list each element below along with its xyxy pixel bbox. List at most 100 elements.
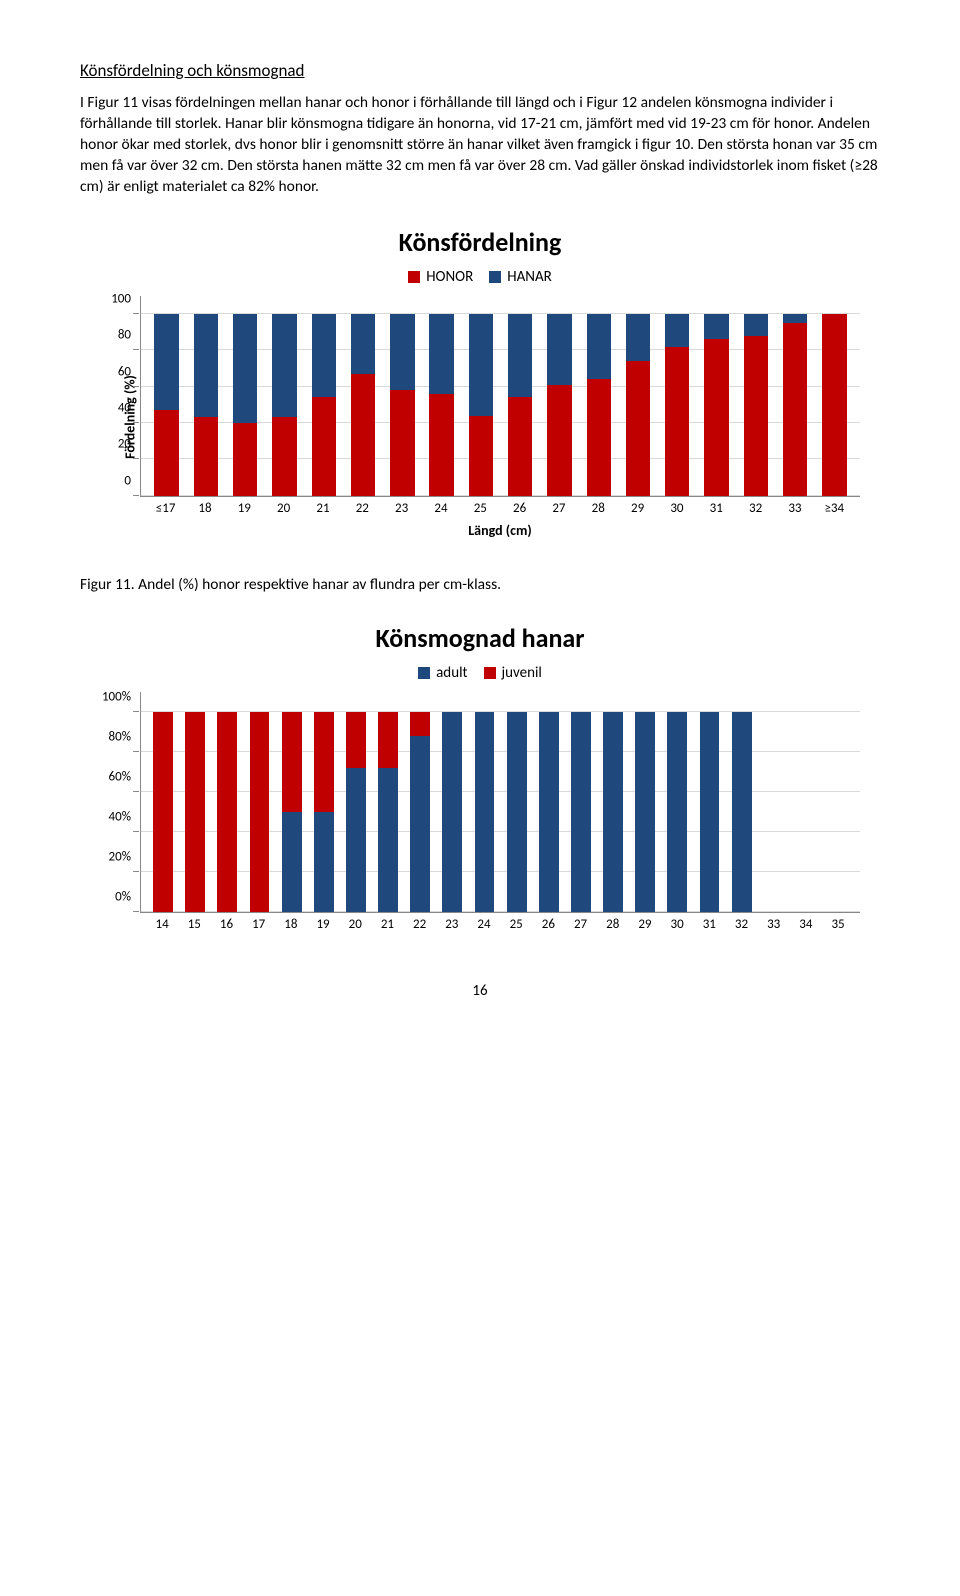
stacked-bar: [508, 314, 532, 496]
x-tick-label: 22: [343, 501, 382, 516]
bar-column: [179, 692, 211, 912]
legend-item: adult: [418, 664, 467, 682]
segment-juvenil: [185, 712, 205, 912]
chart1-title: Könsfördelning: [80, 226, 880, 258]
x-tick-label: 28: [579, 501, 618, 516]
x-tick-label: 30: [657, 501, 696, 516]
segment-hanar: [233, 314, 257, 423]
x-tick-label: 18: [185, 501, 224, 516]
figure-11-caption: Figur 11. Andel (%) honor respektive han…: [80, 575, 880, 594]
bar-column: [693, 692, 725, 912]
segment-adult: [282, 812, 302, 912]
bar-column: [226, 296, 265, 496]
segment-adult: [571, 712, 591, 912]
segment-hanar: [665, 314, 689, 347]
y-tick-label: 60: [118, 364, 141, 379]
segment-juvenil: [314, 712, 334, 812]
bar-column: [629, 692, 661, 912]
stacked-bar: [744, 314, 768, 496]
stacked-bar: [233, 314, 257, 496]
segment-adult: [667, 712, 687, 912]
stacked-bar: [390, 314, 414, 496]
bar-column: [243, 692, 275, 912]
stacked-bar: [571, 712, 591, 912]
y-tick-label: 40: [118, 400, 141, 415]
chart1-plot: 020406080100: [140, 296, 860, 497]
y-tick-label: 80: [118, 328, 141, 343]
y-tick: [133, 751, 139, 752]
bar-column: [540, 296, 579, 496]
x-tick-label: 17: [243, 917, 275, 932]
stacked-bar: [250, 712, 270, 912]
bar-column: [822, 692, 854, 912]
bar-column: [758, 692, 790, 912]
y-tick: [133, 458, 139, 459]
x-tick-label: 15: [178, 917, 210, 932]
chart1-x-labels: ≤1718192021222324252627282930313233≥34: [140, 497, 860, 516]
stacked-bar: [626, 314, 650, 496]
segment-juvenil: [410, 712, 430, 736]
bar-column: [340, 692, 372, 912]
x-tick-label: 29: [629, 917, 661, 932]
stacked-bar: [282, 712, 302, 912]
stacked-bar: [346, 712, 366, 912]
bar-column: [372, 692, 404, 912]
bar-column: [565, 692, 597, 912]
page-number: 16: [80, 982, 880, 1000]
segment-honor: [547, 385, 571, 496]
x-tick-label: 25: [500, 917, 532, 932]
x-tick-label: 23: [382, 501, 421, 516]
segment-honor: [233, 423, 257, 496]
x-tick-label: 26: [532, 917, 564, 932]
stacked-bar: [185, 712, 205, 912]
x-tick-label: ≤17: [146, 501, 185, 516]
x-tick-label: 20: [264, 501, 303, 516]
y-tick-label: 0: [124, 473, 141, 488]
segment-hanar: [626, 314, 650, 361]
segment-honor: [508, 397, 532, 495]
stacked-bar: [507, 712, 527, 912]
segment-honor: [665, 347, 689, 496]
legend-item: HANAR: [489, 268, 552, 286]
legend-item: HONOR: [408, 268, 473, 286]
segment-juvenil: [282, 712, 302, 812]
bar-column: [343, 296, 382, 496]
segment-honor: [312, 397, 336, 495]
x-tick-label: 21: [371, 917, 403, 932]
bar-column: [383, 296, 422, 496]
legend-label: HANAR: [507, 268, 552, 286]
bar-column: [461, 296, 500, 496]
x-tick-label: 21: [303, 501, 342, 516]
stacked-bar: [539, 712, 559, 912]
segment-juvenil: [346, 712, 366, 768]
stacked-bar: [665, 314, 689, 496]
segment-honor: [390, 390, 414, 495]
y-tick: [133, 313, 139, 314]
segment-hanar: [744, 314, 768, 336]
stacked-bar: [314, 712, 334, 912]
bar-column: [186, 296, 225, 496]
legend-label: HONOR: [426, 268, 473, 286]
x-tick-label: 35: [822, 917, 854, 932]
x-tick-label: 22: [404, 917, 436, 932]
y-tick: [133, 871, 139, 872]
stacked-bar: [475, 712, 495, 912]
segment-hanar: [704, 314, 728, 339]
segment-honor: [822, 314, 846, 496]
x-tick-label: 14: [146, 917, 178, 932]
segment-honor: [783, 323, 807, 496]
x-tick-label: 31: [693, 917, 725, 932]
legend-label: juvenil: [502, 664, 542, 682]
bar-column: [776, 296, 815, 496]
stacked-bar: [410, 712, 430, 912]
y-tick-label: 20%: [109, 849, 141, 864]
legend-item: juvenil: [484, 664, 542, 682]
segment-adult: [314, 812, 334, 912]
chart1-legend: HONOR HANAR: [80, 268, 880, 288]
stacked-bar: [603, 712, 623, 912]
chart-konsmognad-hanar: Könsmognad hanar adultjuvenil 0%20%40%60…: [80, 622, 880, 932]
chart-konsfordelning: Könsfördelning HONORHANAR Fördelning (%)…: [80, 226, 880, 539]
segment-honor: [429, 394, 453, 496]
x-tick-label: 20: [339, 917, 371, 932]
stacked-bar: [429, 314, 453, 496]
